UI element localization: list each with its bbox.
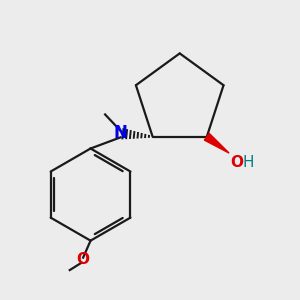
Polygon shape	[204, 134, 229, 153]
Text: O: O	[76, 253, 90, 268]
Text: H: H	[242, 154, 254, 169]
Text: O: O	[230, 154, 243, 169]
Text: N: N	[114, 124, 128, 142]
